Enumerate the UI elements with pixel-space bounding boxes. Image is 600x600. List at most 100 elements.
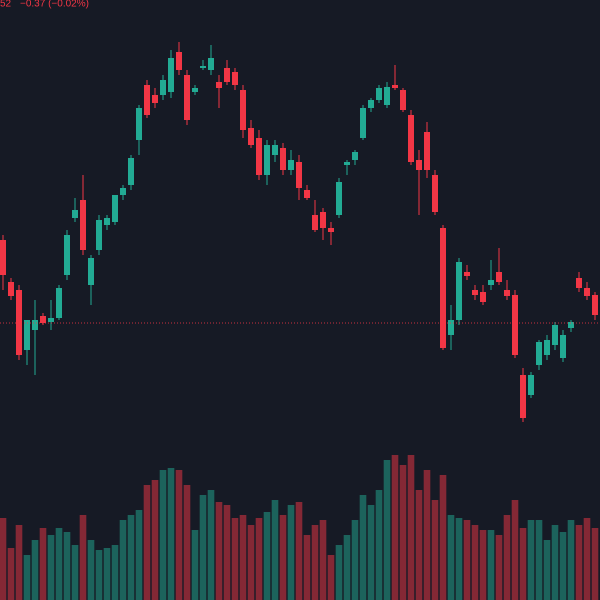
candle-body bbox=[160, 80, 166, 95]
volume-bar bbox=[7, 548, 15, 600]
candle-body bbox=[240, 90, 246, 130]
volume-bar bbox=[391, 455, 399, 600]
price-pane bbox=[0, 42, 600, 422]
volume-bar bbox=[319, 520, 327, 600]
volume-bar bbox=[303, 535, 311, 600]
volume-bar bbox=[279, 515, 287, 600]
candle-body bbox=[72, 210, 78, 218]
candle-body bbox=[248, 128, 254, 145]
volume-bar bbox=[495, 535, 503, 600]
candle-body bbox=[576, 278, 582, 288]
candle-body bbox=[112, 195, 118, 222]
candle-body bbox=[448, 320, 454, 335]
volume-bar bbox=[383, 460, 391, 600]
header-price: 52 bbox=[0, 0, 12, 10]
volume-bar bbox=[79, 515, 87, 600]
volume-bar bbox=[567, 520, 575, 600]
volume-bar bbox=[231, 518, 239, 600]
volume-bar bbox=[287, 505, 295, 600]
candle-body bbox=[80, 200, 86, 250]
candle-body bbox=[504, 290, 510, 296]
volume-bar bbox=[15, 525, 23, 600]
volume-bar bbox=[335, 545, 343, 600]
volume-bar bbox=[519, 528, 527, 600]
volume-bar bbox=[31, 540, 39, 600]
candle-body bbox=[512, 295, 518, 355]
volume-bar bbox=[591, 528, 599, 600]
volume-bar bbox=[399, 465, 407, 600]
candle-body bbox=[168, 58, 174, 92]
volume-bar bbox=[167, 468, 175, 600]
candle-body bbox=[352, 152, 358, 160]
candle-body bbox=[320, 212, 326, 228]
candle-body bbox=[56, 288, 62, 318]
volume-bar bbox=[255, 518, 263, 600]
volume-bar bbox=[199, 495, 207, 600]
candle-body bbox=[360, 108, 366, 138]
volume-bar bbox=[47, 535, 55, 600]
volume-bar bbox=[191, 530, 199, 600]
candle-body bbox=[408, 115, 414, 162]
candle-body bbox=[384, 87, 390, 105]
volume-bar bbox=[455, 518, 463, 600]
candle-body bbox=[432, 175, 438, 212]
candle-body bbox=[312, 215, 318, 230]
candle-body bbox=[496, 272, 502, 282]
volume-bar bbox=[175, 470, 183, 600]
candle-body bbox=[24, 320, 30, 350]
candle-body bbox=[464, 272, 470, 276]
candle-body bbox=[208, 58, 214, 70]
candle-body bbox=[88, 258, 94, 285]
volume-bar bbox=[583, 518, 591, 600]
volume-bar bbox=[207, 490, 215, 600]
volume-bar bbox=[151, 480, 159, 600]
candle-body bbox=[104, 218, 110, 225]
volume-bar bbox=[503, 515, 511, 600]
candle-body bbox=[0, 240, 6, 275]
volume-bar bbox=[223, 505, 231, 600]
candle-body bbox=[264, 145, 270, 175]
candle-body bbox=[176, 52, 182, 70]
volume-bar bbox=[111, 545, 119, 600]
volume-bar bbox=[95, 550, 103, 600]
volume-bar bbox=[511, 500, 519, 600]
candle-body bbox=[584, 288, 590, 296]
candle-body bbox=[272, 145, 278, 155]
candle-body bbox=[40, 316, 46, 323]
volume-bar bbox=[535, 520, 543, 600]
candle-body bbox=[328, 228, 334, 232]
volume-bar bbox=[159, 470, 167, 600]
candle-body bbox=[560, 335, 566, 358]
volume-bar bbox=[359, 495, 367, 600]
candle-body bbox=[544, 340, 550, 355]
candle-body bbox=[216, 82, 222, 88]
volume-bar bbox=[407, 455, 415, 600]
candle-body bbox=[304, 190, 310, 198]
candle-body bbox=[480, 292, 486, 302]
candle-body bbox=[224, 68, 230, 82]
candle-body bbox=[592, 295, 598, 315]
candle-body bbox=[552, 325, 558, 345]
candle-body bbox=[128, 158, 134, 185]
volume-bar bbox=[0, 518, 7, 600]
candle-body bbox=[96, 220, 102, 250]
volume-bar bbox=[551, 525, 559, 600]
volume-bar bbox=[479, 530, 487, 600]
candle-body bbox=[440, 228, 446, 348]
volume-bar bbox=[295, 502, 303, 600]
volume-bar bbox=[311, 525, 319, 600]
candle-body bbox=[288, 160, 294, 170]
volume-bar bbox=[415, 490, 423, 600]
volume-bar bbox=[575, 525, 583, 600]
volume-bar bbox=[463, 520, 471, 600]
candle-body bbox=[184, 75, 190, 120]
candle-body bbox=[488, 280, 494, 285]
volume-bar bbox=[247, 525, 255, 600]
candle-body bbox=[280, 148, 286, 170]
candle-body bbox=[192, 88, 198, 92]
volume-bar bbox=[119, 520, 127, 600]
candle-body bbox=[48, 318, 54, 322]
volume-bar bbox=[39, 528, 47, 600]
header-change: −0.37 (−0.02%) bbox=[20, 0, 89, 10]
